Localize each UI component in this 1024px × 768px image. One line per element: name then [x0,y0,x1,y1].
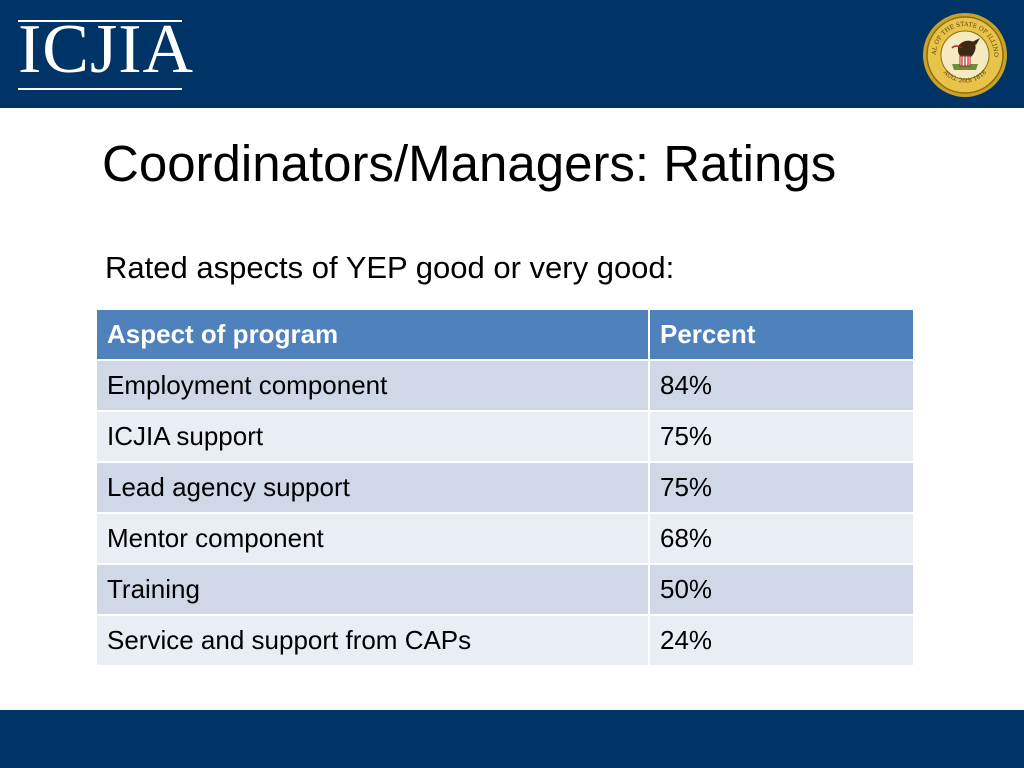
aspect-cell: Service and support from CAPs [95,614,650,667]
logo-text: ICJIA [18,11,195,88]
slide-subtitle: Rated aspects of YEP good or very good: [105,250,675,285]
percent-cell: 50% [648,563,915,616]
aspect-cell: Mentor component [95,512,650,565]
percent-cell: 75% [648,461,915,514]
logo-top-rule [18,20,182,22]
table-header-row: Aspect of program Percent [95,308,915,361]
column-header-aspect: Aspect of program [95,308,650,361]
header-band: ICJIA SEAL OF THE STATE OF ILLINOIS AUG.… [0,0,1024,108]
aspect-cell: Employment component [95,359,650,412]
table-row: Lead agency support 75% [95,461,915,514]
percent-cell: 75% [648,410,915,463]
logo-bottom-rule [18,88,182,90]
aspect-cell: Lead agency support [95,461,650,514]
table-row: ICJIA support 75% [95,410,915,463]
icjia-logo: ICJIA [18,11,193,92]
ratings-table: Aspect of program Percent Employment com… [95,308,915,667]
footer-band [0,710,1024,768]
table-row: Service and support from CAPs 24% [95,614,915,667]
aspect-cell: Training [95,563,650,616]
percent-cell: 84% [648,359,915,412]
illinois-seal-icon: SEAL OF THE STATE OF ILLINOIS AUG. 26th … [922,12,1007,97]
column-header-percent: Percent [648,308,915,361]
table-row: Training 50% [95,563,915,616]
table-row: Mentor component 68% [95,512,915,565]
percent-cell: 68% [648,512,915,565]
table-row: Employment component 84% [95,359,915,412]
aspect-cell: ICJIA support [95,410,650,463]
percent-cell: 24% [648,614,915,667]
slide-title: Coordinators/Managers: Ratings [102,135,837,192]
